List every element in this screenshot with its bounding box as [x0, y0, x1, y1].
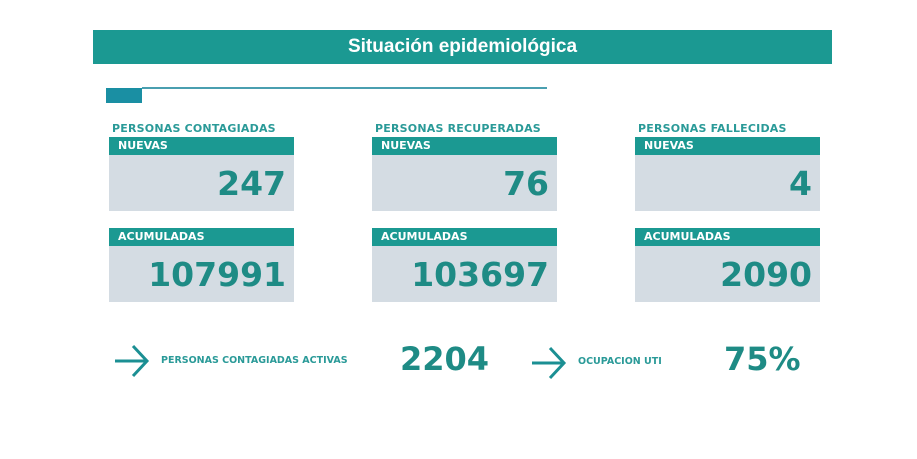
- activas-value: 2204: [400, 340, 490, 378]
- card-label: PERSONAS RECUPERADAS: [375, 122, 541, 135]
- nuevas-header: NUEVAS: [372, 137, 557, 155]
- arrow-right-icon: [532, 346, 567, 380]
- acumuladas-header: ACUMULADAS: [372, 228, 557, 246]
- nuevas-value: 247: [109, 155, 294, 211]
- nuevas-header: NUEVAS: [109, 137, 294, 155]
- card-label: PERSONAS CONTAGIADAS: [112, 122, 276, 135]
- uti-label: OCUPACION UTI: [578, 356, 662, 367]
- acumuladas-header: ACUMULADAS: [635, 228, 820, 246]
- acumuladas-value: 107991: [109, 246, 294, 302]
- acumuladas-header: ACUMULADAS: [109, 228, 294, 246]
- acumuladas-value: 103697: [372, 246, 557, 302]
- card-label: PERSONAS FALLECIDAS: [638, 122, 787, 135]
- nuevas-header: NUEVAS: [635, 137, 820, 155]
- uti-value: 75%: [724, 340, 801, 378]
- arrow-right-icon: [115, 344, 150, 378]
- nuevas-value: 76: [372, 155, 557, 211]
- activas-label: PERSONAS CONTAGIADAS ACTIVAS: [161, 355, 348, 366]
- decorative-bar: [106, 88, 142, 103]
- divider: [142, 87, 547, 89]
- nuevas-value: 4: [635, 155, 820, 211]
- acumuladas-value: 2090: [635, 246, 820, 302]
- page-title: Situación epidemiológica: [93, 30, 832, 64]
